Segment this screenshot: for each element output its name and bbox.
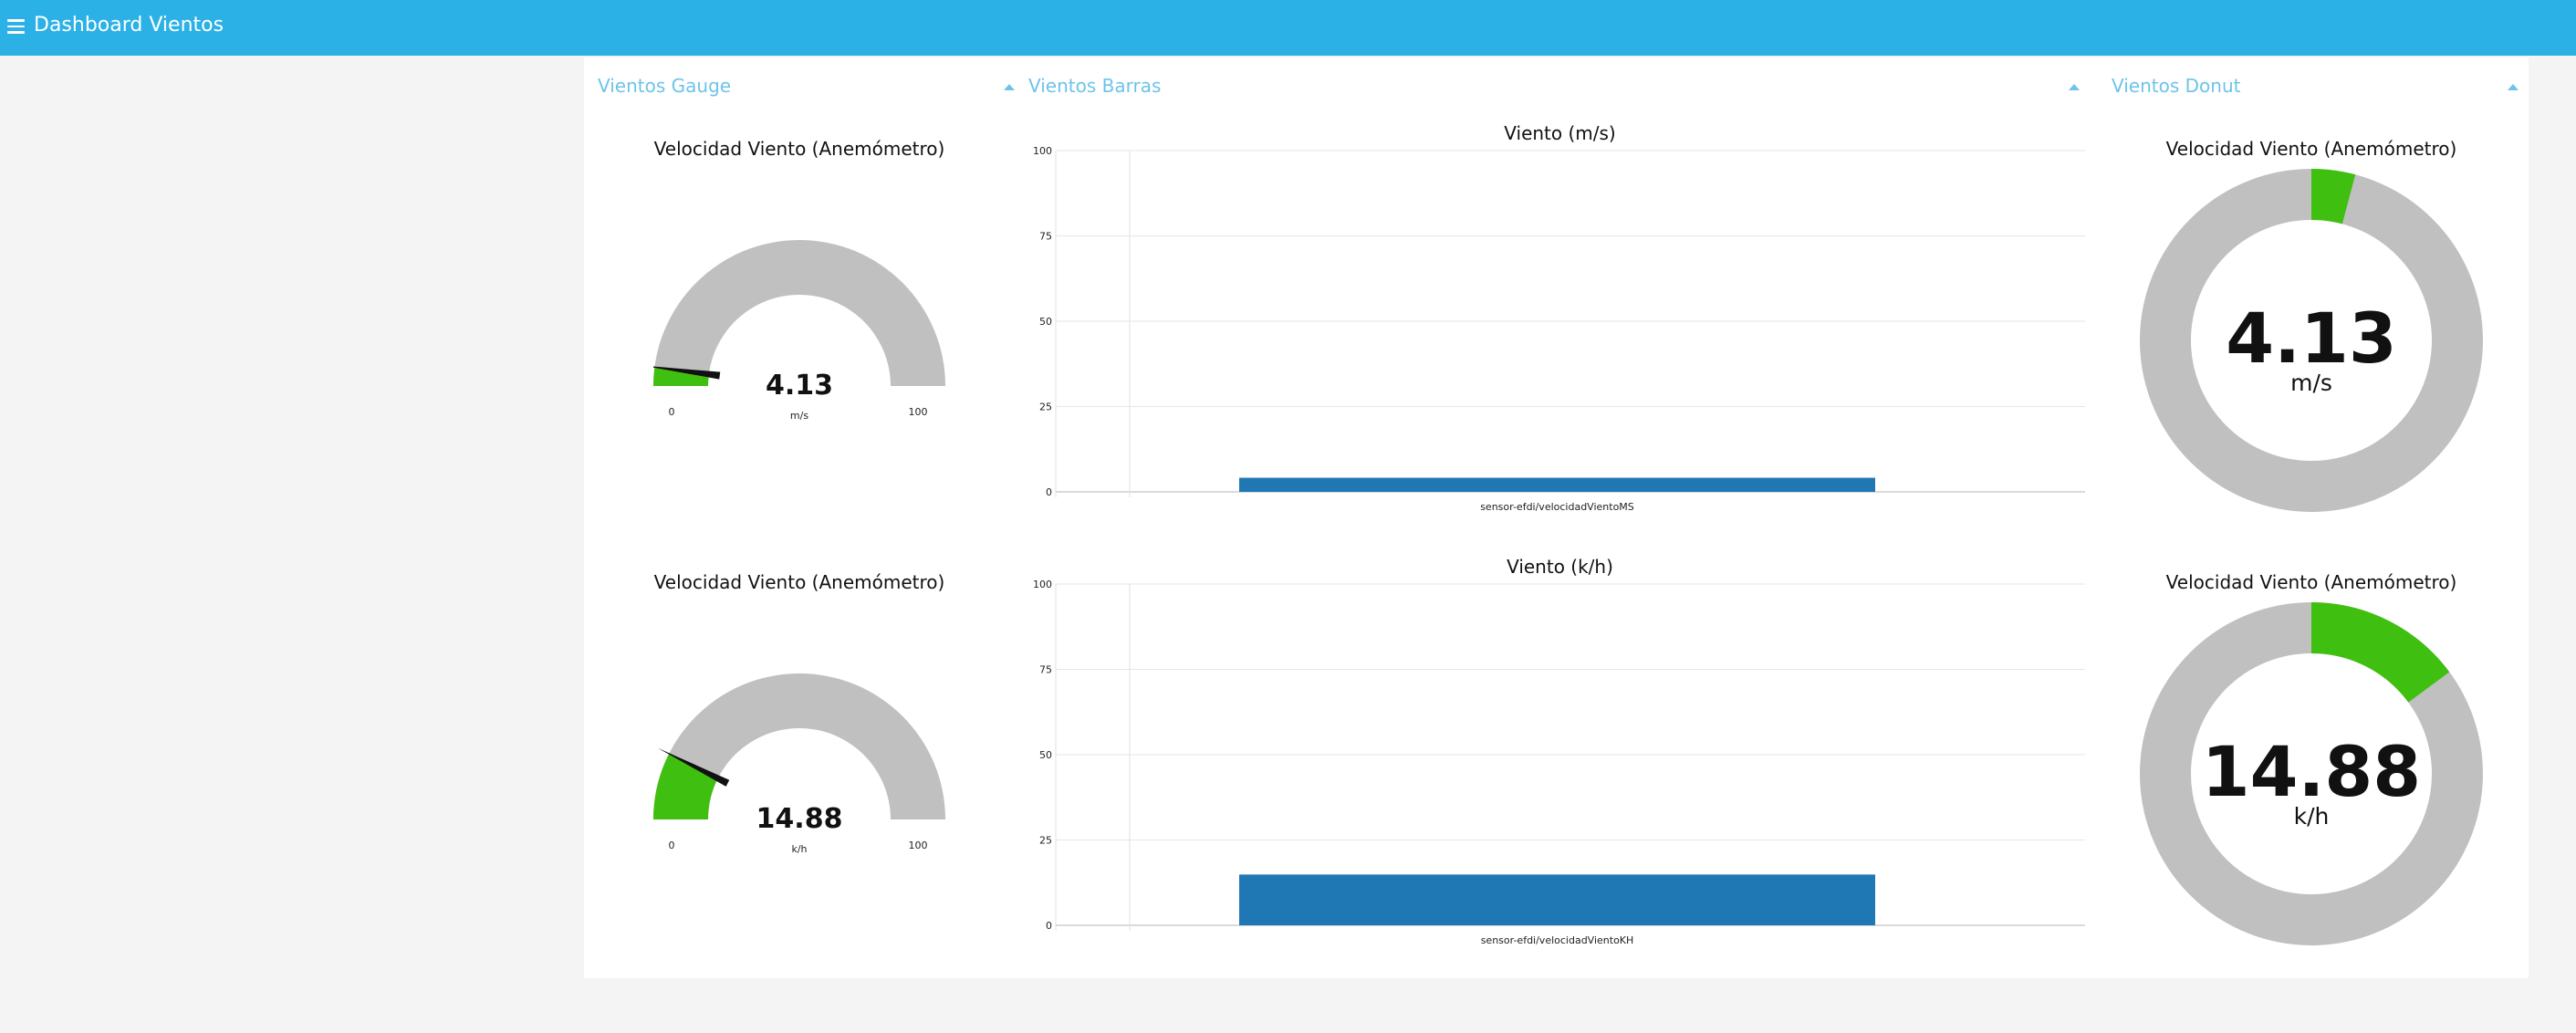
gauge-needle <box>653 366 721 380</box>
y-tick-label: 50 <box>1039 749 1052 761</box>
gauge-dial <box>653 673 945 819</box>
gauge-unit: k/h <box>791 843 808 855</box>
donut-title: Velocidad Viento (Anemómetro) <box>2165 138 2457 160</box>
gauge-fill <box>653 367 709 386</box>
y-tick-label: 0 <box>1046 920 1052 932</box>
chart-title: Viento (m/s) <box>1504 123 1615 144</box>
collapse-icon[interactable] <box>2508 84 2519 90</box>
bar-chart-kh: Viento (k/h) 0 25 50 75 100 sensor-efdi/veloci… <box>1033 557 2085 946</box>
donut-fill <box>2140 602 2483 945</box>
y-tick-label: 100 <box>1033 579 1052 590</box>
gauge-fill <box>653 753 718 819</box>
donut-title: Velocidad Viento (Anemómetro) <box>2165 571 2457 593</box>
collapse-icon[interactable] <box>1004 84 1015 90</box>
x-category-label: sensor-efdi/velocidadVientoMS <box>1480 501 1634 513</box>
group-title-donut: Vientos Donut <box>2112 75 2241 97</box>
y-tick-label: 100 <box>1033 145 1052 157</box>
gauge-value: 14.88 <box>756 803 843 835</box>
donut-unit: k/h <box>2293 803 2330 830</box>
y-tick-label: 75 <box>1039 664 1052 676</box>
gauge-max-label: 100 <box>908 840 928 851</box>
gauge-dial <box>653 240 945 386</box>
gauge-needle <box>657 747 730 787</box>
group-title-gauge: Vientos Gauge <box>598 75 732 97</box>
gauge-min-label: 0 <box>668 840 675 851</box>
gauge-track <box>653 673 945 819</box>
top-bar: Dashboard Vientos <box>0 0 2576 56</box>
y-tick-label: 50 <box>1039 316 1052 328</box>
gauge-title: Velocidad Viento (Anemómetro) <box>653 138 945 160</box>
donut-unit: m/s <box>2290 370 2332 396</box>
hamburger-menu-icon[interactable] <box>7 19 25 34</box>
group-header-donut: Vientos Donut <box>2112 72 2519 99</box>
group-header-gauge: Vientos Gauge <box>598 72 1015 99</box>
y-tick-label: 75 <box>1039 231 1052 243</box>
gauge-value: 4.13 <box>765 370 834 402</box>
gauge-unit: m/s <box>789 410 809 422</box>
donut-value: 4.13 <box>2226 297 2397 379</box>
gauge-title: Velocidad Viento (Anemómetro) <box>653 571 945 593</box>
donut-fill <box>2140 169 2483 512</box>
y-tick-label: 25 <box>1039 402 1052 413</box>
collapse-icon[interactable] <box>2069 84 2080 90</box>
x-category-label: sensor-efdi/velocidadVientoKH <box>1481 934 1634 946</box>
donut-value: 14.88 <box>2201 731 2422 812</box>
chart-title: Viento (k/h) <box>1507 557 1613 578</box>
bar <box>1239 874 1875 925</box>
donut-ring <box>2140 169 2483 512</box>
gauge-min-label: 0 <box>668 406 675 418</box>
bar <box>1239 477 1875 492</box>
gauge-track <box>653 240 945 386</box>
gauge-max-label: 100 <box>908 406 928 418</box>
group-header-bars: Vientos Barras <box>1028 72 2080 99</box>
group-title-bars: Vientos Barras <box>1028 75 1162 97</box>
y-tick-label: 0 <box>1046 486 1052 498</box>
bar-chart-ms: Viento (m/s) 0 25 50 75 100 sensor-efdi/veloci… <box>1033 123 2085 513</box>
dashboard-panel: Vientos Gauge Vientos Barras Vientos Don… <box>584 57 2529 978</box>
app-title: Dashboard Vientos <box>34 14 224 37</box>
y-tick-label: 25 <box>1039 835 1052 847</box>
donut-ring <box>2140 602 2483 945</box>
